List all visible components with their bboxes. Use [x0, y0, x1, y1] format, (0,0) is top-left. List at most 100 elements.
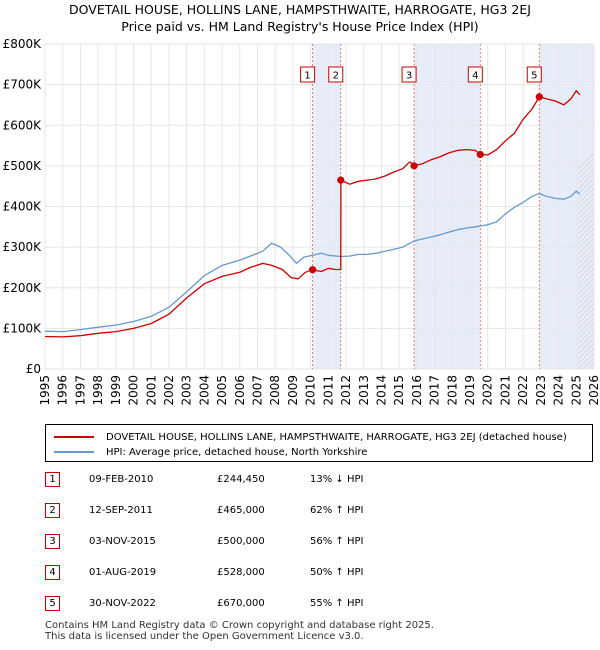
transaction-price: £528,000: [217, 567, 265, 578]
y-tick-label: £600K: [3, 118, 43, 132]
x-tick-label: 1997: [73, 375, 87, 406]
sale-point: [476, 150, 484, 159]
x-tick-label: 2002: [162, 375, 176, 406]
transaction-hpi: 13% ↓ HPI: [310, 474, 364, 485]
transaction-date: 30-NOV-2022: [89, 598, 156, 609]
x-tick-label: 2013: [357, 375, 371, 406]
table-row: 1 09-FEB-2010 £244,450 13% ↓ HPI: [45, 472, 545, 492]
property-line-swatch: [54, 436, 94, 438]
x-tick-label: 2019: [463, 375, 477, 406]
transaction-price: £244,450: [217, 474, 265, 485]
sale-point: [308, 266, 317, 274]
chart-series: [44, 90, 581, 338]
x-tick-label: 2024: [552, 375, 566, 406]
x-tick-label: 2023: [534, 375, 548, 406]
transaction-number: 2: [45, 503, 60, 518]
transaction-hpi: 55% ↑ HPI: [310, 598, 364, 609]
sale-marker-number: 3: [406, 71, 412, 82]
x-tick-label: 2012: [339, 375, 353, 406]
transaction-number: 4: [45, 565, 60, 580]
hatch-line: [578, 302, 594, 320]
transaction-number: 5: [45, 596, 60, 611]
x-tick-label: 2007: [251, 375, 265, 406]
chart-grid: [44, 43, 595, 370]
x-tick-label: 2022: [516, 375, 530, 406]
x-tick-label: 2001: [144, 375, 158, 406]
x-tick-label: 2000: [127, 375, 141, 406]
y-tick-label: £800K: [3, 37, 43, 51]
transaction-date: 01-AUG-2019: [89, 567, 157, 578]
hpi-series-line: [44, 190, 581, 333]
y-tick-label: £200K: [3, 281, 43, 295]
x-tick-label: 1999: [109, 375, 123, 406]
sale-point: [410, 162, 418, 170]
x-tick-label: 1998: [91, 375, 105, 406]
legend-label-hpi: HPI: Average price, detached house, Nort…: [106, 446, 368, 458]
y-tick-label: £100K: [3, 321, 43, 335]
transaction-hpi: 50% ↑ HPI: [310, 567, 364, 578]
hatch-line: [578, 307, 594, 325]
sale-marker-box: [467, 66, 483, 83]
x-tick-label: 2011: [321, 375, 335, 406]
transaction-price: £670,000: [217, 598, 265, 609]
table-row: 5 30-NOV-2022 £670,000 55% ↑ HPI: [45, 596, 545, 616]
x-tick-label: 2014: [374, 375, 388, 406]
x-tick-label: 2009: [286, 375, 300, 406]
property-series-line: [44, 90, 581, 338]
sale-points: [308, 93, 543, 274]
table-row: 3 03-NOV-2015 £500,000 56% ↑ HPI: [45, 534, 545, 554]
y-tick-label: £0: [26, 362, 41, 376]
x-tick-label: 2004: [197, 375, 211, 406]
x-tick-label: 2005: [215, 375, 229, 406]
transaction-price: £500,000: [217, 536, 265, 547]
x-tick-label: 2016: [410, 375, 424, 406]
x-tick-label: 2018: [445, 375, 459, 406]
hpi-line-swatch: [54, 451, 94, 453]
transaction-price: £465,000: [217, 505, 265, 516]
x-tick-label: 2008: [268, 375, 282, 406]
chart-axes: £0 £100K £200K £300K £400K £500K £600K £700K £80…: [3, 37, 600, 406]
transaction-date: 12-SEP-2011: [89, 505, 153, 516]
transaction-hpi: 62% ↑ HPI: [310, 505, 364, 516]
x-tick-label: 2010: [304, 375, 318, 406]
x-tick-label: 2015: [392, 375, 406, 406]
sale-point: [337, 176, 345, 184]
y-tick-label: £400K: [3, 200, 43, 214]
chart-title: DOVETAIL HOUSE, HOLLINS LANE, HAMPSTHWAI…: [69, 2, 531, 17]
x-tick-label: 2025: [569, 375, 583, 406]
x-tick-label: 2020: [481, 375, 495, 406]
sale-marker-box: [328, 66, 344, 83]
x-tick-label: 2026: [587, 375, 600, 406]
y-tick-label: £500K: [3, 159, 43, 173]
x-tick-label: 2006: [233, 375, 247, 406]
x-tick-label: 1996: [56, 375, 70, 406]
sale-marker-box: [401, 66, 417, 83]
table-row: 2 12-SEP-2011 £465,000 62% ↑ HPI: [45, 503, 545, 523]
sale-marker-box: [300, 66, 316, 83]
transaction-number: 1: [45, 472, 60, 487]
y-tick-label: £300K: [3, 240, 43, 254]
sale-marker-number: 1: [304, 71, 310, 82]
footer-copyright: Contains HM Land Registry data © Crown c…: [45, 620, 434, 631]
price-chart: 1 2 3 4 5 £0 £100K £200K £300K £400K £500K £600K £7…: [3, 37, 600, 406]
sale-marker-box: [526, 66, 542, 83]
transaction-date: 09-FEB-2010: [89, 474, 154, 485]
x-tick-label: 2003: [180, 375, 194, 406]
transaction-hpi: 56% ↑ HPI: [310, 536, 364, 547]
transaction-date: 03-NOV-2015: [89, 536, 156, 547]
sale-point: [535, 93, 543, 101]
y-tick-label: £700K: [3, 78, 43, 92]
legend: DOVETAIL HOUSE, HOLLINS LANE, HAMPSTHWAI…: [45, 424, 593, 462]
footer-licence: This data is licensed under the Open Gov…: [45, 631, 364, 642]
chart-subtitle: Price paid vs. HM Land Registry's House …: [121, 19, 479, 34]
sale-marker-number: 2: [333, 71, 339, 82]
legend-label-property: DOVETAIL HOUSE, HOLLINS LANE, HAMPSTHWAI…: [106, 431, 567, 443]
sale-marker-number: 4: [472, 71, 478, 82]
x-tick-label: 2021: [498, 375, 512, 406]
legend-item-property: DOVETAIL HOUSE, HOLLINS LANE, HAMPSTHWAI…: [54, 430, 567, 444]
transaction-number: 3: [45, 534, 60, 549]
table-row: 4 01-AUG-2019 £528,000 50% ↑ HPI: [45, 565, 545, 585]
sale-marker-number: 5: [531, 71, 537, 82]
sale-marker-labels: 1 2 3 4 5: [300, 66, 542, 83]
legend-item-hpi: HPI: Average price, detached house, Nort…: [54, 445, 367, 459]
